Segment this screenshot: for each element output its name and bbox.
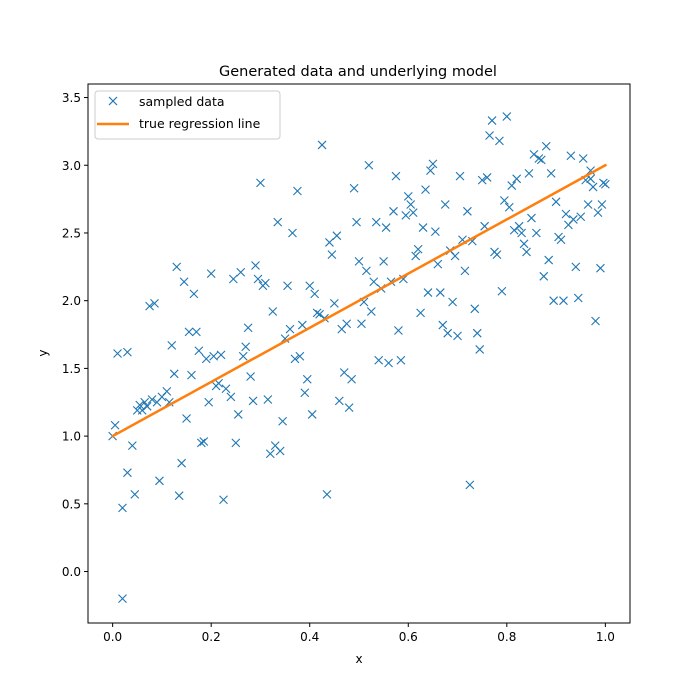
x-tick-label: 0.6 <box>399 630 418 644</box>
x-axis-label: x <box>355 652 362 666</box>
legend: sampled data true regression line <box>95 91 280 139</box>
y-tick-label: 1.5 <box>62 362 81 376</box>
chart-title: Generated data and underlying model <box>219 64 497 80</box>
y-tick-label: 1.0 <box>62 430 81 444</box>
y-tick-label: 0.5 <box>62 497 81 511</box>
y-tick-label: 3.0 <box>62 159 81 173</box>
y-tick-label: 2.0 <box>62 294 81 308</box>
y-tick-label: 0.0 <box>62 565 81 579</box>
y-axis-label: y <box>36 349 50 356</box>
legend-label-line: true regression line <box>139 116 261 131</box>
legend-label-scatter: sampled data <box>139 94 225 109</box>
x-tick-label: 0.8 <box>497 630 516 644</box>
y-tick-label: 2.5 <box>62 226 81 240</box>
x-tick-label: 0.2 <box>202 630 221 644</box>
x-tick-label: 0.4 <box>300 630 319 644</box>
y-tick-label: 3.5 <box>62 91 81 105</box>
x-tick-label: 1.0 <box>596 630 615 644</box>
x-tick-label: 0.0 <box>103 630 122 644</box>
